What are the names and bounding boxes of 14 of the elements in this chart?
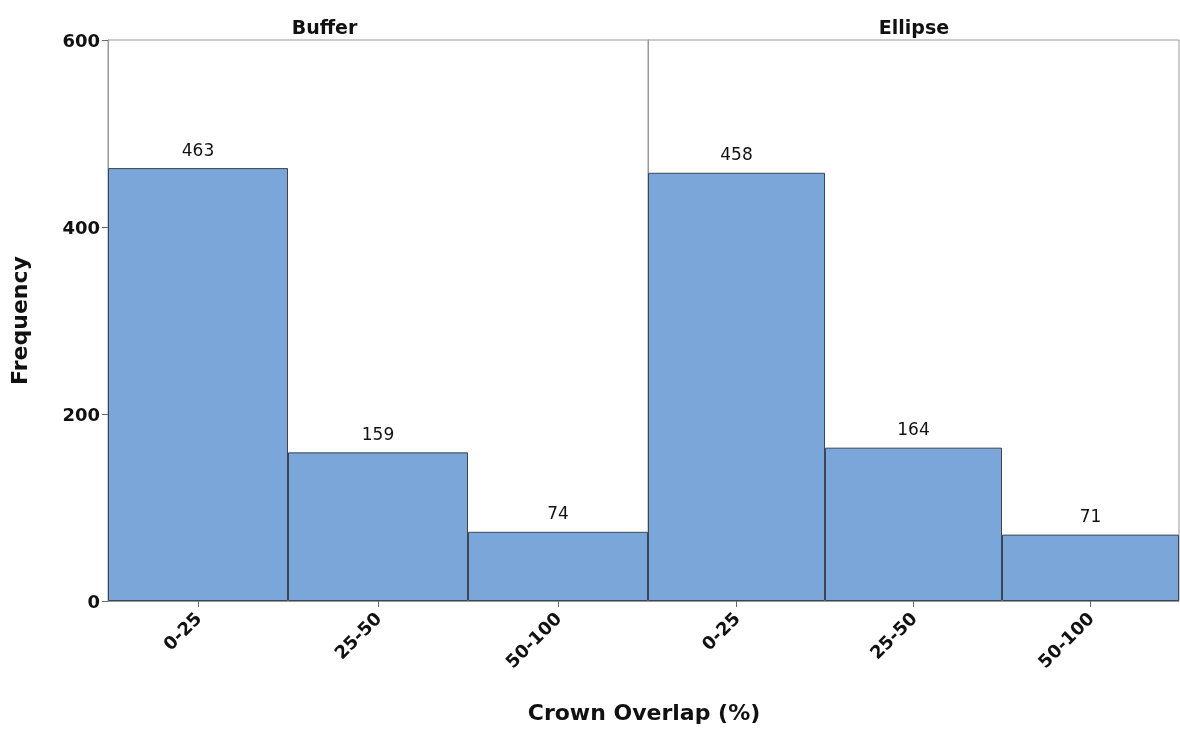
y-tick-label: 600 <box>62 29 100 51</box>
data-label: 458 <box>720 144 753 165</box>
data-label: 74 <box>547 503 569 524</box>
y-tick-label: 400 <box>62 216 100 238</box>
y-tick-label: 200 <box>62 403 100 425</box>
x-axis-title: Crown Overlap (%) <box>526 700 762 725</box>
y-tick-label: 0 <box>87 590 100 612</box>
chart-title: Buffer <box>291 15 358 38</box>
data-label: 164 <box>897 419 930 440</box>
y-axis-title: Frequency <box>6 256 32 385</box>
data-label: 71 <box>1079 506 1102 527</box>
chart-title: Ellipse <box>878 15 950 38</box>
data-label: 159 <box>361 423 395 444</box>
data-label: 463 <box>181 139 215 160</box>
